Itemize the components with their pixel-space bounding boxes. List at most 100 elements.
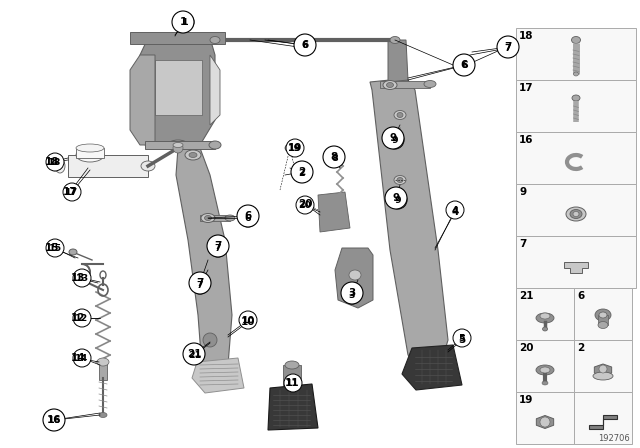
Ellipse shape — [210, 36, 220, 43]
Ellipse shape — [383, 81, 397, 90]
Text: 6: 6 — [244, 211, 252, 221]
Bar — [516, 28, 636, 80]
Text: 2: 2 — [577, 343, 584, 353]
Bar — [380, 81, 430, 88]
Ellipse shape — [397, 112, 403, 117]
Ellipse shape — [536, 365, 554, 375]
Text: 17: 17 — [65, 188, 79, 197]
Ellipse shape — [173, 142, 183, 147]
Text: 9: 9 — [392, 193, 399, 203]
Ellipse shape — [424, 81, 436, 87]
Ellipse shape — [540, 313, 550, 319]
Polygon shape — [589, 415, 617, 429]
Text: 21: 21 — [187, 349, 201, 359]
Text: 11: 11 — [286, 379, 300, 388]
Ellipse shape — [573, 72, 579, 76]
Polygon shape — [388, 40, 408, 82]
Circle shape — [456, 56, 474, 74]
Circle shape — [239, 209, 257, 227]
Ellipse shape — [69, 249, 77, 255]
Circle shape — [183, 343, 205, 365]
Circle shape — [63, 183, 81, 201]
Circle shape — [326, 149, 344, 167]
Ellipse shape — [394, 111, 406, 120]
Polygon shape — [130, 55, 155, 145]
Text: 20: 20 — [519, 343, 534, 353]
Ellipse shape — [536, 313, 554, 323]
Text: 5: 5 — [458, 335, 466, 345]
Bar — [516, 392, 574, 444]
Circle shape — [499, 39, 517, 57]
Text: 4: 4 — [452, 206, 458, 215]
Circle shape — [191, 276, 209, 294]
Polygon shape — [402, 345, 462, 390]
Bar — [145, 141, 215, 149]
Text: 2: 2 — [299, 168, 305, 177]
Text: 5: 5 — [459, 333, 465, 343]
Polygon shape — [318, 192, 350, 232]
Text: 14: 14 — [76, 353, 88, 362]
Ellipse shape — [285, 361, 299, 369]
Circle shape — [291, 161, 313, 183]
Ellipse shape — [349, 270, 361, 280]
Text: 6: 6 — [301, 40, 308, 49]
Text: 14: 14 — [70, 353, 85, 363]
Text: 6: 6 — [460, 60, 468, 70]
Ellipse shape — [598, 322, 608, 328]
Circle shape — [239, 311, 257, 329]
Text: 19: 19 — [519, 395, 533, 405]
Text: 16: 16 — [49, 415, 61, 425]
Text: 192706: 192706 — [598, 434, 630, 443]
Ellipse shape — [593, 372, 613, 380]
Circle shape — [186, 346, 204, 364]
Text: 8: 8 — [330, 152, 338, 162]
Polygon shape — [335, 248, 373, 308]
Bar — [130, 32, 225, 44]
Polygon shape — [564, 262, 588, 273]
Circle shape — [73, 269, 91, 287]
Circle shape — [343, 286, 361, 304]
Circle shape — [296, 196, 314, 214]
Bar — [574, 392, 632, 444]
Ellipse shape — [97, 358, 109, 366]
Polygon shape — [155, 60, 202, 115]
Text: 10: 10 — [241, 317, 255, 327]
Text: 6: 6 — [244, 214, 252, 223]
Text: 4: 4 — [451, 207, 459, 217]
Text: 20: 20 — [298, 199, 312, 209]
Text: 9: 9 — [392, 135, 398, 145]
Text: 3: 3 — [349, 290, 355, 300]
Ellipse shape — [76, 148, 104, 162]
Circle shape — [189, 272, 211, 294]
Polygon shape — [192, 358, 244, 393]
Text: 15: 15 — [45, 243, 60, 253]
Circle shape — [453, 54, 475, 76]
Text: 8: 8 — [332, 154, 339, 163]
Text: 7: 7 — [196, 278, 204, 288]
Circle shape — [172, 11, 194, 33]
Polygon shape — [210, 55, 220, 125]
Bar — [574, 288, 632, 340]
Ellipse shape — [397, 177, 403, 182]
Text: 18: 18 — [45, 157, 60, 167]
Ellipse shape — [141, 161, 155, 171]
Ellipse shape — [566, 207, 586, 221]
Circle shape — [73, 309, 91, 327]
Polygon shape — [176, 148, 232, 368]
Ellipse shape — [55, 159, 65, 173]
Circle shape — [284, 374, 302, 392]
Text: 13: 13 — [71, 273, 85, 283]
Bar — [516, 132, 636, 184]
Text: 2: 2 — [298, 167, 306, 177]
Bar — [200, 215, 230, 221]
Ellipse shape — [189, 152, 197, 158]
Ellipse shape — [572, 95, 580, 101]
Circle shape — [294, 34, 316, 56]
Circle shape — [46, 153, 64, 171]
Ellipse shape — [76, 144, 104, 152]
Text: 9: 9 — [519, 187, 526, 197]
Ellipse shape — [168, 140, 188, 150]
Ellipse shape — [540, 367, 550, 373]
Circle shape — [43, 409, 65, 431]
Ellipse shape — [573, 211, 579, 216]
